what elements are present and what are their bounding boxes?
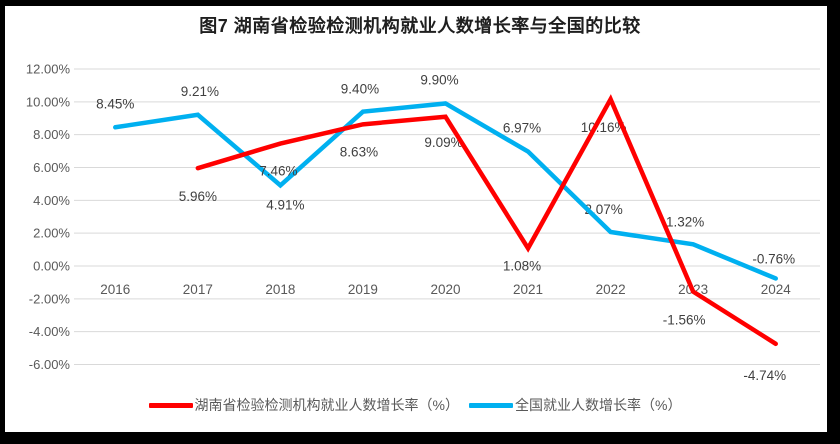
y-tick-label: 8.00% <box>33 127 70 142</box>
y-tick-label: 0.00% <box>33 259 70 274</box>
legend-item-hunan: 湖南省检验检测机构就业人数增长率（%） <box>148 395 459 415</box>
chart-title: 图7 湖南省检验检测机构就业人数增长率与全国的比较 <box>199 16 641 36</box>
data-label: -1.56% <box>663 313 706 328</box>
y-tick-label: 6.00% <box>33 160 70 175</box>
legend-label-hunan: 湖南省检验检测机构就业人数增长率（%） <box>194 397 459 413</box>
y-tick-label: -6.00% <box>29 357 71 372</box>
y-tick-label: 2.00% <box>33 226 70 241</box>
y-tick-label: -2.00% <box>29 291 71 306</box>
series-line-hunan <box>195 94 778 347</box>
y-tick-label: -4.00% <box>29 324 71 339</box>
data-label: 4.91% <box>266 197 304 212</box>
series-line-national <box>113 101 778 281</box>
x-axis-label: 2020 <box>430 282 460 297</box>
data-label: -4.74% <box>743 368 786 383</box>
legend-item-national: 全国就业人数增长率（%） <box>469 395 681 415</box>
x-axis-label: 2017 <box>183 282 213 297</box>
frame-border-bottom <box>0 432 840 444</box>
data-label: 6.97% <box>503 121 541 136</box>
x-axis-label: 2024 <box>761 282 792 297</box>
x-axis-label: 2022 <box>596 282 626 297</box>
data-label: 1.08% <box>503 258 541 273</box>
data-label: 5.96% <box>179 189 217 204</box>
chart-legend: 湖南省检验检测机构就业人数增长率（%） 全国就业人数增长率（%） <box>0 394 830 416</box>
x-axis-label: 2018 <box>265 282 295 297</box>
data-label: 9.40% <box>341 82 379 97</box>
frame-border-left <box>0 0 5 444</box>
data-label: 7.46% <box>259 164 297 179</box>
data-label: 1.32% <box>666 214 704 229</box>
frame-border-top <box>0 0 840 6</box>
frame-border-right <box>827 0 840 444</box>
legend-line-blue <box>469 402 513 408</box>
x-axis-label: 2019 <box>348 282 378 297</box>
x-axis-label: 2016 <box>100 282 130 297</box>
y-tick-label: 12.00% <box>26 62 71 77</box>
data-label: 8.63% <box>340 144 378 159</box>
x-axis-label: 2021 <box>513 282 543 297</box>
data-label: 8.45% <box>96 96 134 111</box>
legend-line-red <box>148 402 193 408</box>
y-tick-label: 10.00% <box>26 94 71 109</box>
data-label: -0.76% <box>752 251 795 266</box>
legend-label-national: 全国就业人数增长率（%） <box>515 397 682 413</box>
data-label: 9.21% <box>181 84 219 99</box>
data-label: 9.09% <box>424 135 462 150</box>
y-tick-label: 4.00% <box>33 193 70 208</box>
data-label: 9.90% <box>420 72 458 87</box>
